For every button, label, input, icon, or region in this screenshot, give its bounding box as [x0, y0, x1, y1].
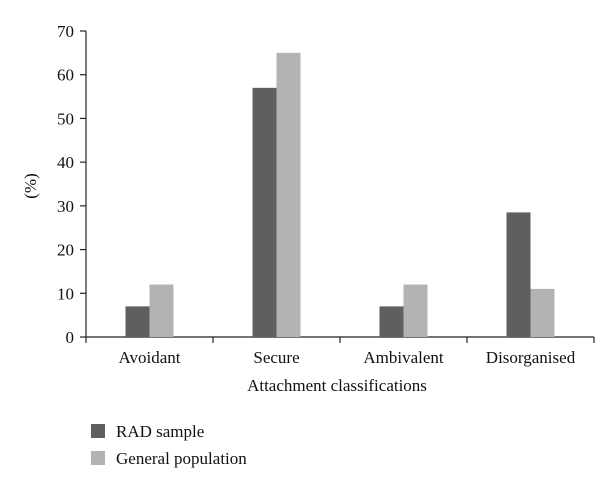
x-category-label: Disorganised [486, 348, 576, 367]
x-axis: Avoidant Secure Ambivalent Disorganised [85, 336, 595, 367]
bar-rad-sample [252, 87, 277, 337]
legend-swatch [91, 451, 105, 465]
bar-general-population [530, 288, 555, 337]
legend-label: General population [116, 449, 247, 468]
bar-general-population [149, 284, 174, 337]
legend: RAD sample General population [91, 422, 247, 468]
bar-general-population [276, 52, 301, 337]
y-axis-label: (%) [21, 173, 40, 198]
y-tick-label: 30 [57, 197, 74, 216]
bar-rad-sample [379, 306, 404, 337]
y-tick-label: 50 [57, 109, 74, 128]
y-tick-label: 70 [57, 22, 74, 41]
y-tick-label: 0 [66, 328, 75, 347]
bar-general-population [403, 284, 428, 337]
x-category-label: Avoidant [118, 348, 180, 367]
legend-swatch [91, 424, 105, 438]
bar-rad-sample [125, 306, 150, 337]
y-tick-label: 40 [57, 153, 74, 172]
x-category-label: Ambivalent [363, 348, 444, 367]
y-tick-label: 60 [57, 66, 74, 85]
y-tick-label: 20 [57, 241, 74, 260]
bars [125, 52, 555, 337]
legend-label: RAD sample [116, 422, 204, 441]
x-axis-label: Attachment classifications [247, 376, 427, 395]
x-category-label: Secure [253, 348, 299, 367]
y-axis: 0 10 20 30 40 50 60 70 [57, 22, 87, 347]
y-tick-label: 10 [57, 284, 74, 303]
bar-rad-sample [506, 212, 531, 337]
